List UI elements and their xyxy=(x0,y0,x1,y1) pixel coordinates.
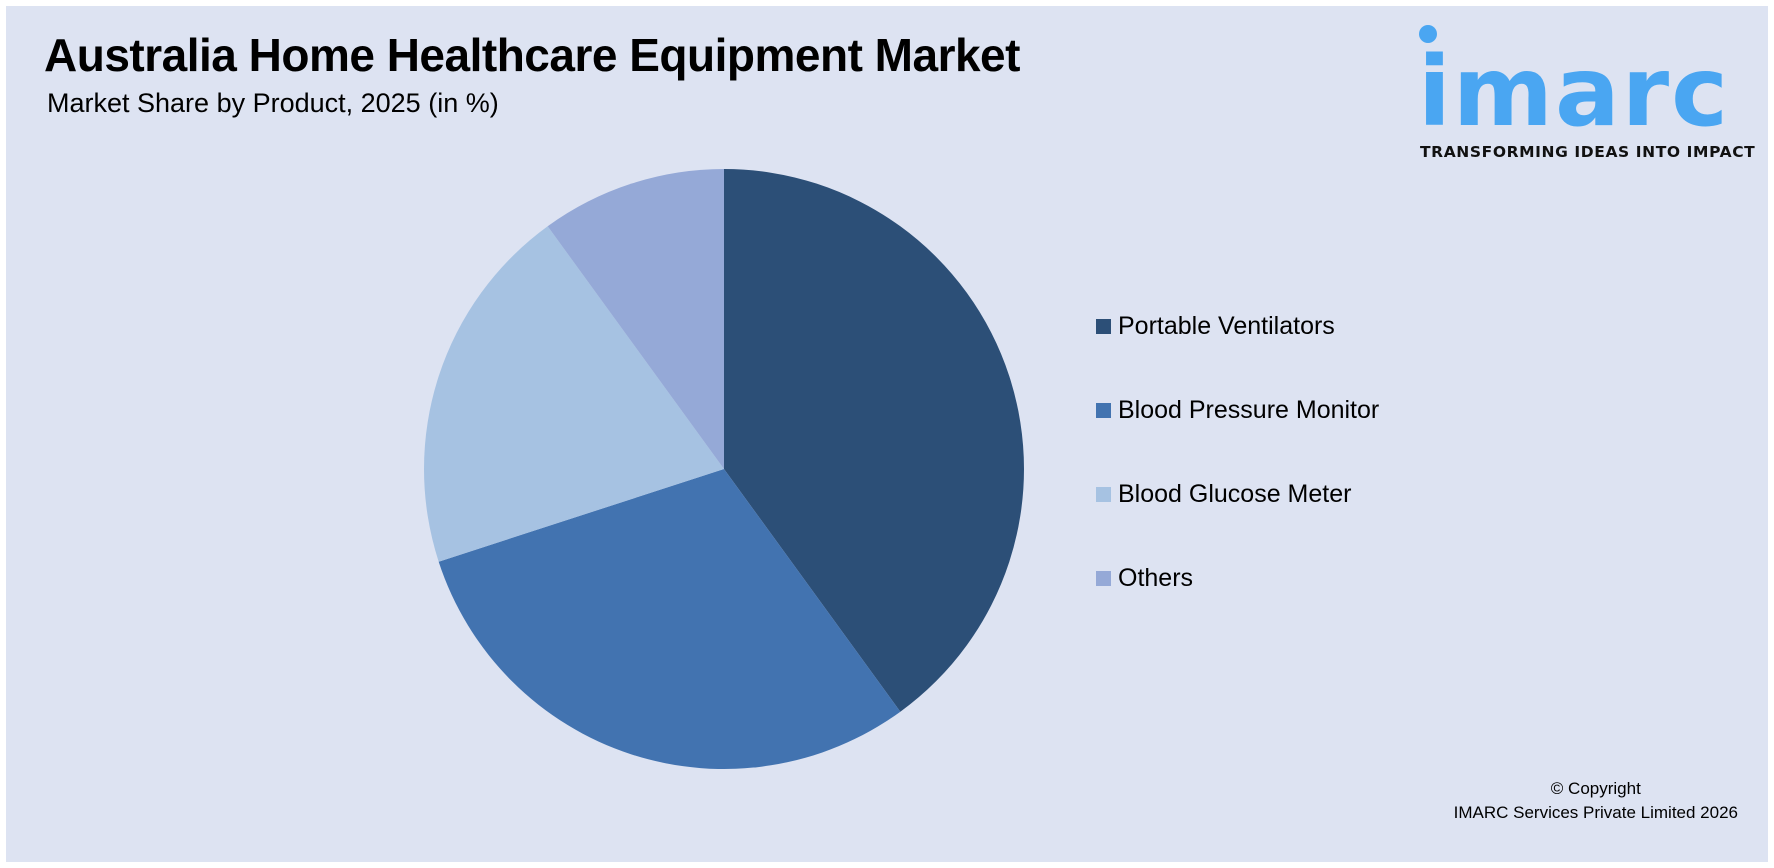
chart-title: Australia Home Healthcare Equipment Mark… xyxy=(44,29,1020,81)
legend-label: Blood Glucose Meter xyxy=(1118,479,1352,508)
pie-slice-blood-glucose-meter xyxy=(424,226,724,562)
pie-slice-others xyxy=(547,169,724,469)
legend-item-blood-pressure-monitor: Blood Pressure Monitor xyxy=(1096,395,1379,425)
pie-slice-portable-ventilators xyxy=(724,169,1024,712)
copyright-notice: © Copyright IMARC Services Private Limit… xyxy=(1454,777,1738,825)
legend-swatch-icon xyxy=(1096,486,1111,502)
legend-item-others: Others xyxy=(1096,563,1193,593)
legend-item-blood-glucose-meter: Blood Glucose Meter xyxy=(1096,479,1351,509)
legend-item-portable-ventilators: Portable Ventilators xyxy=(1096,311,1335,341)
legend-swatch-icon xyxy=(1096,570,1111,586)
copyright-line-2: IMARC Services Private Limited 2026 xyxy=(1453,803,1738,822)
legend-swatch-icon xyxy=(1096,318,1111,334)
legend-label: Blood Pressure Monitor xyxy=(1118,395,1380,424)
pie-slice-blood-pressure-monitor xyxy=(438,469,901,769)
pie-slices xyxy=(424,169,1024,769)
imarc-logo: imarc TRANSFORMING IDEAS INTO IMPACT xyxy=(1418,22,1756,172)
chart-subtitle: Market Share by Product, 2025 (in %) xyxy=(47,88,499,118)
logo-dot-icon xyxy=(1419,25,1437,43)
legend-label: Others xyxy=(1118,563,1194,592)
logo-wordmark: imarc xyxy=(1418,36,1730,148)
legend-label: Portable Ventilators xyxy=(1118,311,1335,340)
copyright-line-1: © Copyright xyxy=(1550,779,1641,798)
logo-tagline: TRANSFORMING IDEAS INTO IMPACT xyxy=(1420,143,1756,161)
legend-swatch-icon xyxy=(1096,402,1111,418)
